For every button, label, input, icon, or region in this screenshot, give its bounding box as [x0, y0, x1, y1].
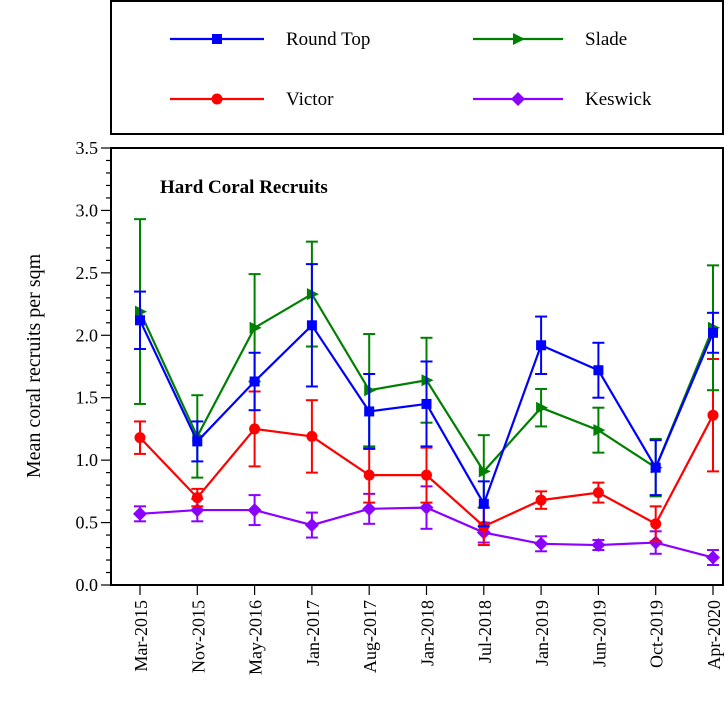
data-point	[419, 500, 434, 515]
data-point	[306, 320, 317, 331]
data-point	[249, 423, 261, 435]
x-tick-label: Jul-2018	[475, 600, 495, 663]
x-tick-label: May-2016	[246, 600, 266, 675]
y-tick-label: 0.5	[76, 513, 99, 533]
legend-label: Slade	[585, 29, 627, 50]
legend-label: Keswick	[585, 89, 652, 110]
data-point	[421, 398, 432, 409]
data-point	[191, 492, 203, 504]
data-point	[648, 535, 663, 550]
legend-swatch-marker	[211, 93, 223, 105]
x-tick-label: Nov-2015	[188, 600, 208, 673]
data-point	[593, 365, 604, 376]
y-tick-label: 1.5	[76, 388, 99, 408]
x-tick-label: Oct-2019	[647, 600, 667, 668]
data-point	[535, 494, 547, 506]
legend-swatch-marker	[212, 34, 222, 44]
data-point	[650, 518, 662, 530]
x-tick-label: Jan-2019	[532, 600, 552, 666]
series-round-top	[134, 263, 719, 528]
data-point	[363, 469, 375, 481]
data-point	[592, 487, 604, 499]
y-tick-label: 2.5	[76, 263, 99, 283]
data-point	[249, 376, 260, 387]
x-tick-label: Jan-2017	[303, 600, 323, 666]
y-axis-label: Mean coral recruits per sqm	[23, 253, 45, 478]
legend: Round Top Slade Victor Keswick	[110, 0, 724, 135]
x-tick-label: Apr-2020	[704, 600, 724, 670]
data-point	[421, 469, 432, 481]
legend-entry-victor: Victor	[170, 89, 334, 110]
legend-entry-keswick: Keswick	[473, 89, 652, 110]
data-point	[536, 401, 549, 414]
y-tick-label: 2.0	[76, 325, 99, 345]
y-tick-label: 3.5	[76, 138, 99, 158]
legend-swatch-marker	[511, 92, 525, 106]
legend-frame	[110, 0, 724, 135]
x-tick-label: Aug-2017	[360, 600, 380, 673]
data-point	[192, 436, 203, 447]
x-tick-label: Jun-2019	[589, 600, 609, 667]
data-point	[536, 340, 547, 351]
data-point	[706, 550, 720, 565]
data-point	[478, 498, 489, 509]
x-axis: Mar-2015 Nov-2015 May-2016 Jan-2017 Aug-2017…	[131, 585, 724, 675]
legend-label: Round Top	[286, 29, 370, 50]
data-point	[134, 432, 146, 444]
x-tick-label: Jan-2018	[418, 600, 438, 666]
data-point	[708, 327, 718, 338]
y-tick-label: 0.0	[76, 575, 99, 595]
data-point	[133, 506, 147, 521]
x-tick-label: Mar-2015	[131, 600, 151, 672]
data-point	[478, 465, 491, 478]
data-point	[247, 503, 262, 518]
data-point	[304, 518, 319, 533]
data-point	[593, 424, 606, 437]
data-point	[249, 321, 262, 334]
data-point	[707, 409, 719, 421]
legend-swatch-marker	[513, 33, 525, 45]
data-point	[534, 536, 549, 551]
data-point	[650, 462, 661, 473]
plot-frame	[110, 147, 724, 586]
legend-entry-round-top: Round Top	[170, 29, 370, 50]
y-tick-label: 3.0	[76, 200, 99, 220]
y-tick-label: 1.0	[76, 450, 99, 470]
data-point	[362, 501, 377, 516]
data-point	[591, 538, 606, 553]
series-layer	[133, 218, 720, 567]
chart-title: Hard Coral Recruits	[160, 177, 328, 198]
data-point	[135, 315, 145, 326]
legend-label: Victor	[286, 89, 334, 110]
data-point	[364, 406, 375, 417]
y-axis: 0.0 0.5 1.0 1.5 2.0 2.5 3.0 3.5	[76, 138, 111, 595]
series-victor	[134, 358, 719, 547]
legend-entry-slade: Slade	[473, 29, 627, 50]
data-point	[306, 430, 318, 442]
